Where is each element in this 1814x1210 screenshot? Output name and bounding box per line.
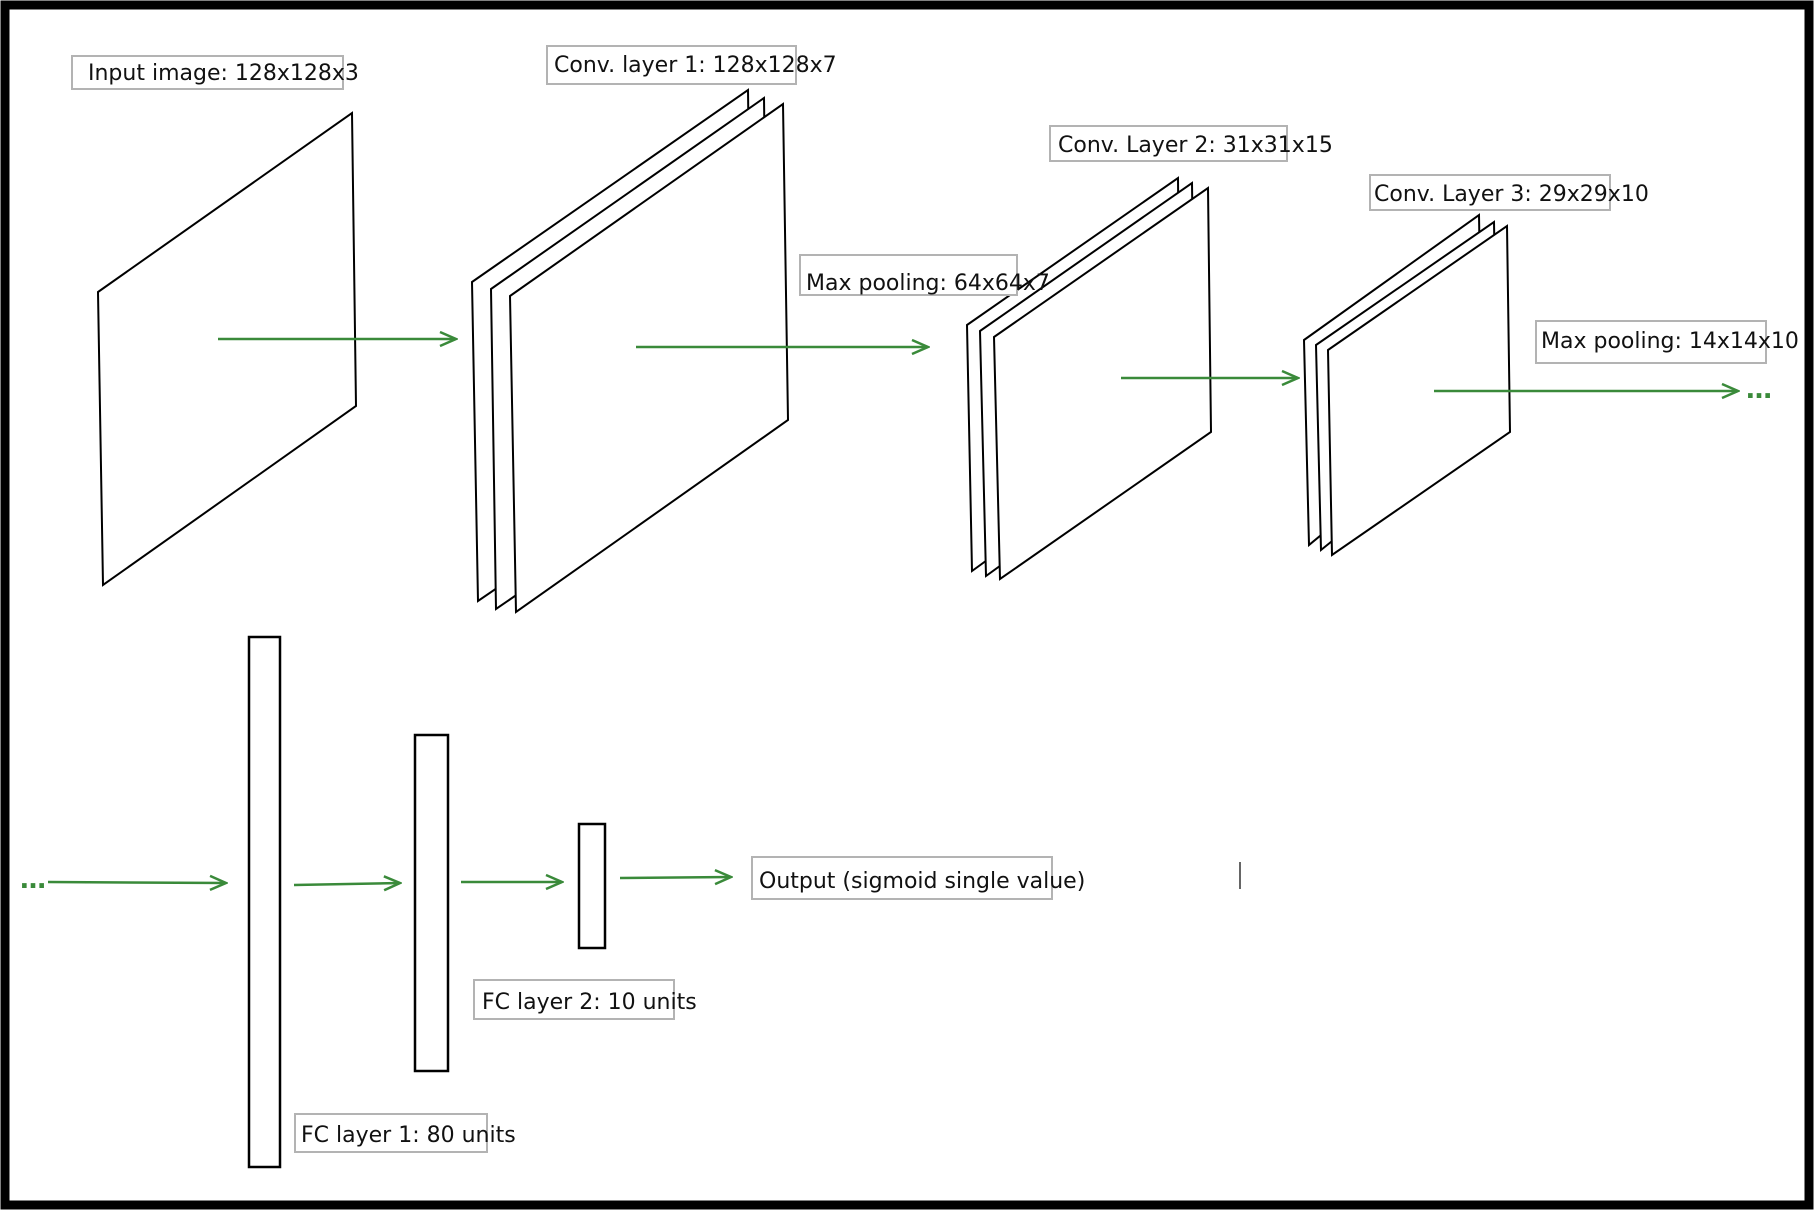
arrow-into-fc1: [47, 882, 226, 883]
fc1-bar: [247, 635, 282, 1169]
label-output-box: [751, 856, 1053, 900]
conv2-plane-front: [992, 186, 1213, 581]
label-input-image-text: Input image: 128x128x3: [88, 61, 359, 86]
top-continuation-ellipsis: …: [1746, 375, 1772, 405]
label-fc2-text: FC layer 2: 10 units: [482, 990, 697, 1015]
label-pool2-box: [1535, 320, 1767, 364]
arrow-fc3-to-output: [619, 877, 731, 878]
label-conv2-text: Conv. Layer 2: 31x31x15: [1058, 133, 1333, 158]
input-plane: [96, 111, 358, 587]
input-image-layer: [96, 111, 358, 587]
label-conv1-text: Conv. layer 1: 128x128x7: [554, 53, 837, 78]
bottom-continuation-ellipsis: …: [20, 865, 46, 895]
label-conv3: Conv. Layer 3: 29x29x10: [1369, 174, 1649, 211]
label-fc1-box: [294, 1113, 488, 1153]
label-pool1-box: [799, 254, 1018, 296]
label-output-text: Output (sigmoid single value): [759, 869, 1085, 894]
fc-layers: [247, 635, 607, 1169]
label-output: Output (sigmoid single value): [751, 856, 1085, 900]
conv2-layer: [965, 176, 1213, 581]
label-pool2: Max pooling: 14x14x10: [1535, 320, 1799, 364]
label-conv2-box: [1049, 125, 1288, 162]
label-conv1-box: [546, 45, 797, 85]
label-fc1: FC layer 1: 80 units: [294, 1113, 516, 1153]
conv1-plane-front: [508, 102, 790, 614]
label-input-image: Input image: 128x128x3: [71, 55, 359, 90]
conv3-plane-front: [1326, 224, 1512, 557]
label-fc2-box: [473, 979, 675, 1020]
label-fc2: FC layer 2: 10 units: [473, 979, 697, 1020]
label-conv3-text: Conv. Layer 3: 29x29x10: [1374, 182, 1649, 207]
top-row-arrows: …: [218, 339, 1772, 405]
fc2-bar: [413, 733, 450, 1073]
label-pool1-text: Max pooling: 64x64x7: [806, 271, 1050, 296]
label-pool2-text: Max pooling: 14x14x10: [1541, 329, 1799, 354]
arrow-fc1-to-fc2: [293, 883, 400, 885]
label-pool1: Max pooling: 64x64x7: [799, 254, 1050, 296]
label-conv3-box: [1369, 174, 1611, 211]
conv1-layer: [470, 88, 790, 614]
label-conv1: Conv. layer 1: 128x128x7: [546, 45, 837, 85]
label-conv2: Conv. Layer 2: 31x31x15: [1049, 125, 1333, 162]
label-input-image-box: [71, 55, 344, 90]
bottom-row-arrows: …: [20, 865, 731, 895]
conv3-layer: [1302, 213, 1512, 557]
label-fc1-text: FC layer 1: 80 units: [301, 1123, 516, 1148]
fc3-bar: [577, 822, 607, 950]
